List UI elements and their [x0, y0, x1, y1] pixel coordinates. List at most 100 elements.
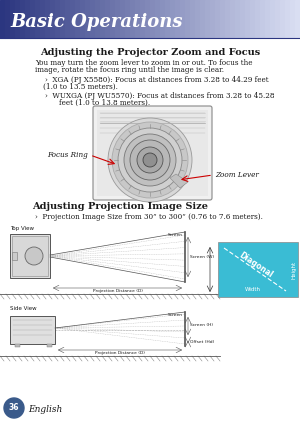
Text: Diagonal: Diagonal — [238, 251, 274, 280]
Circle shape — [130, 140, 170, 180]
Bar — [97, 110, 208, 196]
Bar — [10, 0, 15, 38]
Bar — [185, 0, 190, 38]
Bar — [175, 0, 180, 38]
Bar — [80, 0, 85, 38]
Bar — [15, 344, 20, 347]
Text: English: English — [28, 405, 62, 414]
Circle shape — [124, 134, 176, 186]
Text: Top View: Top View — [10, 226, 34, 231]
Bar — [45, 0, 50, 38]
Bar — [120, 0, 125, 38]
Bar — [218, 242, 298, 297]
Bar — [60, 0, 65, 38]
Bar — [270, 0, 275, 38]
Circle shape — [112, 122, 188, 198]
Text: Offset (Hd): Offset (Hd) — [190, 340, 214, 344]
Text: Width: Width — [245, 287, 261, 292]
Circle shape — [4, 398, 24, 418]
Bar — [50, 0, 55, 38]
Bar — [105, 0, 110, 38]
Bar — [225, 0, 230, 38]
Text: Screen: Screen — [168, 313, 183, 317]
Text: (1.0 to 13.5 meters).: (1.0 to 13.5 meters). — [43, 83, 117, 91]
Text: Projection Distance (D): Projection Distance (D) — [93, 289, 142, 293]
Bar — [245, 0, 250, 38]
Circle shape — [108, 118, 192, 202]
Text: Focus Ring: Focus Ring — [47, 151, 88, 159]
Text: ›  WUXGA (PJ WU5570): Focus at distances from 3.28 to 45.28: › WUXGA (PJ WU5570): Focus at distances … — [45, 92, 274, 100]
Circle shape — [118, 128, 182, 192]
Text: feet (1.0 to 13.8 meters).: feet (1.0 to 13.8 meters). — [59, 99, 151, 107]
Bar — [20, 0, 25, 38]
Text: Basic Operations: Basic Operations — [10, 13, 182, 31]
Bar — [85, 0, 90, 38]
Bar — [265, 0, 270, 38]
Bar — [155, 0, 160, 38]
Bar — [12, 252, 17, 260]
Text: ›  Projection Image Size from 30” to 300” (0.76 to 7.6 meters).: › Projection Image Size from 30” to 300”… — [35, 213, 263, 221]
Bar — [75, 0, 80, 38]
Text: 36: 36 — [9, 403, 19, 412]
Bar — [130, 0, 135, 38]
Bar — [135, 0, 140, 38]
Bar — [190, 0, 195, 38]
Bar — [115, 0, 120, 38]
Bar — [170, 0, 175, 38]
Bar — [295, 0, 300, 38]
Bar — [210, 0, 215, 38]
Text: Zoom Lever: Zoom Lever — [215, 171, 259, 179]
Bar — [165, 0, 170, 38]
Bar — [240, 0, 245, 38]
Polygon shape — [170, 174, 188, 188]
Bar — [5, 0, 10, 38]
Bar — [0, 0, 5, 38]
Text: Side View: Side View — [10, 306, 37, 311]
Bar — [180, 0, 185, 38]
Bar — [275, 0, 280, 38]
Bar — [200, 0, 205, 38]
Bar — [100, 0, 105, 38]
Bar — [10, 234, 50, 278]
Text: ›  XGA (PJ X5580): Focus at distances from 3.28 to 44.29 feet: › XGA (PJ X5580): Focus at distances fro… — [45, 76, 268, 84]
Bar — [47, 344, 52, 347]
Bar — [205, 0, 210, 38]
Bar — [150, 0, 155, 38]
Text: Height: Height — [292, 260, 296, 279]
Text: Screen: Screen — [168, 233, 183, 237]
Bar — [220, 0, 225, 38]
Bar — [65, 0, 70, 38]
Bar — [230, 0, 235, 38]
Text: Adjusting the Projector Zoom and Focus: Adjusting the Projector Zoom and Focus — [40, 48, 260, 57]
Bar — [10, 316, 55, 344]
Circle shape — [137, 147, 163, 173]
Bar — [15, 0, 20, 38]
Bar — [40, 0, 45, 38]
Bar — [125, 0, 130, 38]
Text: Projection Distance (D): Projection Distance (D) — [95, 351, 145, 355]
Bar — [255, 0, 260, 38]
Bar — [70, 0, 75, 38]
Bar — [160, 0, 165, 38]
Bar — [55, 0, 60, 38]
Bar — [90, 0, 95, 38]
Bar — [145, 0, 150, 38]
Bar — [280, 0, 285, 38]
Text: Screen (W): Screen (W) — [190, 255, 214, 259]
Bar — [35, 0, 40, 38]
Text: You may turn the zoom lever to zoom in or out. To focus the: You may turn the zoom lever to zoom in o… — [35, 59, 253, 67]
Bar — [215, 0, 220, 38]
Bar — [12, 236, 48, 276]
Bar — [250, 0, 255, 38]
Bar — [285, 0, 290, 38]
Circle shape — [143, 153, 157, 167]
Bar — [235, 0, 240, 38]
Bar — [25, 0, 30, 38]
Bar — [30, 0, 35, 38]
Text: Screen (H): Screen (H) — [190, 323, 213, 327]
Bar — [260, 0, 265, 38]
FancyBboxPatch shape — [93, 106, 212, 200]
Bar — [110, 0, 115, 38]
Bar — [290, 0, 295, 38]
Bar — [95, 0, 100, 38]
